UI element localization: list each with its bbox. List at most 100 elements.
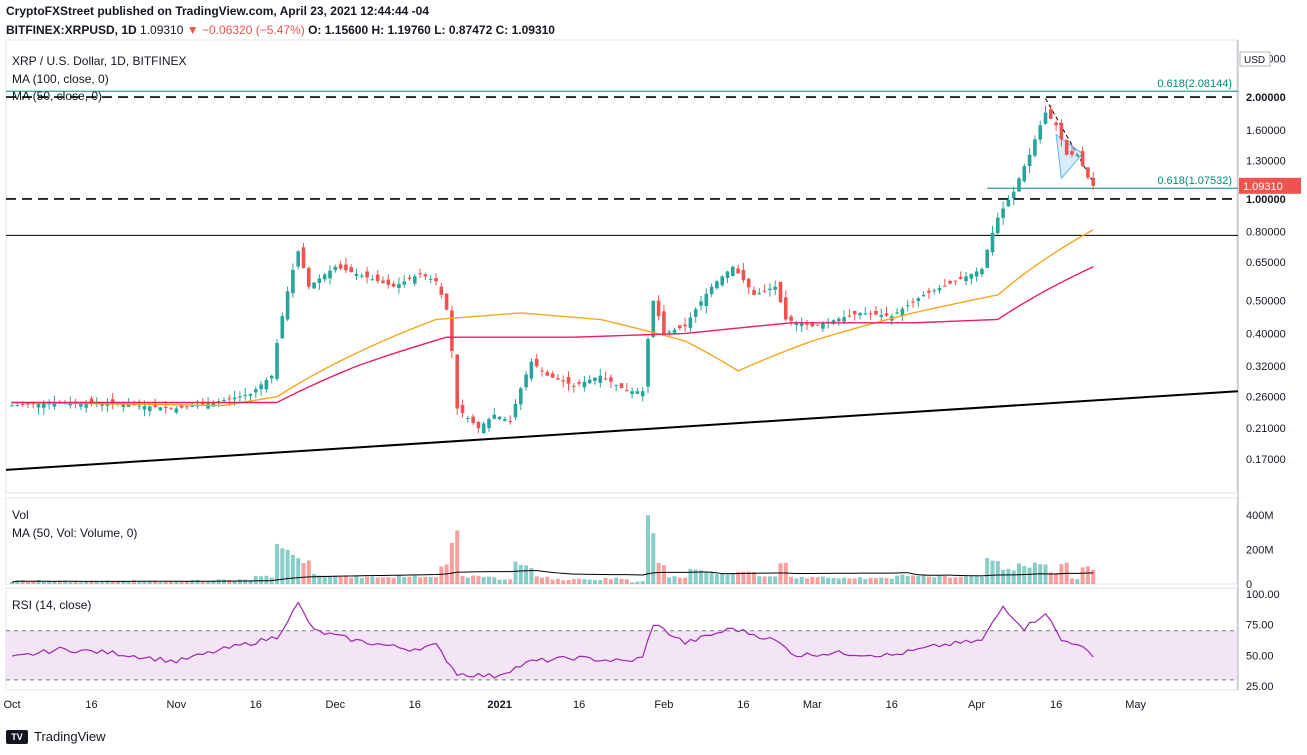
volume-bar [1027, 567, 1032, 584]
volume-bar [1032, 562, 1037, 584]
volume-bar [656, 562, 661, 584]
volume-bar [1011, 570, 1016, 584]
price-tick-label: 1.00000 [1246, 194, 1286, 206]
volume-bar [672, 576, 677, 584]
volume-bar [449, 542, 454, 584]
candle-body [572, 385, 576, 387]
volume-bar [158, 582, 163, 584]
volume-bar [232, 580, 237, 584]
volume-bar [916, 575, 921, 584]
volume-bar [895, 575, 900, 584]
candle-body [307, 268, 311, 287]
candle-body [1011, 191, 1016, 199]
candle-body [497, 416, 502, 420]
candle-body [656, 300, 661, 317]
candle-body [996, 217, 1000, 234]
volume-bar [20, 580, 25, 584]
volume-bar [805, 578, 809, 584]
candle-body [821, 323, 825, 329]
candle-body [927, 290, 931, 293]
current-price-box [1239, 177, 1301, 194]
volume-bar [184, 581, 189, 584]
volume-bar [169, 581, 173, 584]
candle-body [291, 269, 295, 294]
candle-body [508, 421, 512, 423]
candle-body [784, 297, 788, 320]
volume-bar [306, 560, 311, 584]
volume-bar [1054, 573, 1059, 584]
candle-body [688, 317, 693, 328]
time-tick-label: Feb [654, 699, 673, 711]
legend-title: XRP / U.S. Dollar, 1D, BITFINEX [12, 54, 187, 68]
candle-body [322, 274, 327, 280]
volume-bar [571, 579, 576, 584]
volume-bar [762, 576, 767, 584]
volume-bar [640, 581, 645, 584]
candle-body [280, 316, 285, 339]
candle-body [969, 273, 974, 279]
volume-bar [370, 576, 375, 584]
rsi-band [6, 630, 1237, 680]
level-label: 0.618(1.07532) [1157, 175, 1232, 187]
volume-bar [147, 580, 152, 584]
volume-bar [1070, 578, 1074, 584]
candle-body [455, 354, 459, 409]
volume-bar [741, 571, 746, 584]
close-value: C: 1.09310 [495, 23, 555, 37]
volume-bar [243, 579, 248, 584]
time-tick-label: Nov [167, 699, 187, 711]
volume-bar [995, 561, 1000, 584]
volume-bar [73, 581, 78, 584]
candle-body [964, 276, 968, 282]
candle-body [741, 269, 746, 281]
volume-bar [206, 581, 211, 584]
price-tick-label: 0.32000 [1246, 361, 1286, 373]
candle-body [646, 339, 650, 387]
volume-bar [603, 578, 608, 584]
candle-body [635, 391, 640, 394]
volume-tick-label: 400M [1246, 510, 1274, 522]
volume-bar [264, 575, 269, 584]
candle-body [1075, 154, 1080, 156]
volume-bar [964, 576, 968, 584]
time-tick-label: 16 [1050, 699, 1062, 711]
volume-bar [68, 582, 73, 584]
volume-bar [677, 577, 682, 584]
volume-bar [497, 579, 502, 584]
volume-bar [391, 577, 396, 584]
price-tick-label: 0.65000 [1246, 257, 1286, 269]
candle-body [381, 280, 385, 283]
legend-ma100: MA (100, close, 0) [12, 72, 109, 86]
volume-bar [94, 581, 99, 584]
volume-bar [333, 575, 338, 584]
candle-body [603, 378, 608, 380]
volume-bar [137, 581, 142, 584]
candle-body [444, 293, 449, 310]
volume-bar [820, 576, 825, 584]
price-tick-label: 1.60000 [1246, 125, 1286, 137]
candle-body [386, 279, 391, 285]
volume-bar [863, 579, 868, 584]
volume-bar [211, 580, 216, 584]
time-tick-label: 16 [886, 699, 898, 711]
candle-body [264, 380, 269, 390]
volume-bar [78, 582, 83, 584]
candle-body [746, 278, 751, 288]
volume-bar [455, 530, 460, 584]
volume-bar [460, 575, 465, 584]
volume-bar [481, 577, 486, 584]
volume-bar [412, 575, 417, 584]
candle-body [577, 382, 581, 384]
ma50-line [11, 229, 1094, 407]
candle-body [248, 393, 253, 396]
candle-body [418, 273, 422, 275]
candle-body [699, 301, 703, 306]
volume-bar [921, 574, 926, 584]
volume-bar [1048, 572, 1053, 584]
volume-bar [253, 575, 258, 584]
candle-body [169, 407, 173, 409]
candle-body [566, 377, 571, 384]
candle-body [768, 288, 772, 290]
candle-body [752, 289, 756, 295]
